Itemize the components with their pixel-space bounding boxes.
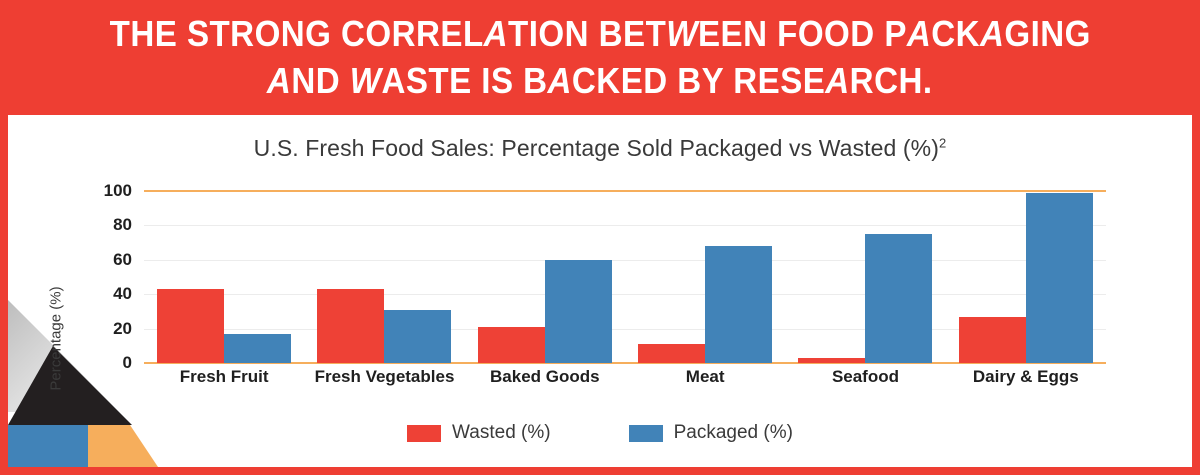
legend-label: Packaged (%) xyxy=(673,422,793,443)
bar[interactable] xyxy=(157,289,225,363)
chart-container: U.S. Fresh Food Sales: Percentage Sold P… xyxy=(8,115,1192,467)
legend-swatch xyxy=(407,424,442,442)
bar[interactable] xyxy=(477,326,545,363)
bar[interactable] xyxy=(384,309,452,363)
gridline-80 xyxy=(144,225,1106,227)
bar[interactable] xyxy=(705,246,773,363)
frame-border-right xyxy=(1192,112,1200,475)
bar-group xyxy=(465,191,625,363)
bar-group xyxy=(785,191,945,363)
y-axis-title: Percentage (%) xyxy=(47,286,65,391)
bar[interactable] xyxy=(638,344,706,363)
bar[interactable] xyxy=(317,289,385,363)
bar-group xyxy=(946,191,1106,363)
gridline-60 xyxy=(144,259,1106,261)
bar[interactable] xyxy=(865,234,933,363)
x-axis-label: Fresh Vegetables xyxy=(314,367,455,386)
legend-item[interactable]: Packaged (%) xyxy=(628,422,793,444)
x-axis-label: Baked Goods xyxy=(490,367,600,386)
gridline-20 xyxy=(144,328,1106,330)
bar-group xyxy=(625,191,785,363)
x-axis-label: Fresh Fruit xyxy=(179,367,269,386)
y-tick-label-40: 40 xyxy=(113,284,132,304)
y-tick-label-0: 0 xyxy=(122,353,132,372)
chart-legend: Wasted (%) Packaged (%) xyxy=(8,422,1192,444)
x-axis-label: Dairy & Eggs xyxy=(972,367,1079,386)
headline-banner: THE STRONG CORRELATION BETWEEN FOOD PACK… xyxy=(0,0,1200,115)
y-tick-label-60: 60 xyxy=(113,249,132,269)
bar-group xyxy=(144,191,304,363)
bars-layer xyxy=(144,191,1106,363)
legend-label: Wasted (%) xyxy=(452,422,551,443)
gridline-0 xyxy=(144,362,1106,364)
chart-title-text: U.S. Fresh Food Sales: Percentage Sold P… xyxy=(253,135,939,161)
gridline-100 xyxy=(144,190,1106,192)
y-tick-label-20: 20 xyxy=(113,318,132,338)
x-axis-label: Meat xyxy=(685,367,725,386)
frame-border-left xyxy=(0,112,8,475)
bar-group xyxy=(304,191,464,363)
y-tick-label-80: 80 xyxy=(113,215,132,235)
bar[interactable] xyxy=(798,357,866,363)
bar[interactable] xyxy=(958,316,1026,363)
y-axis-ticks: 100 80 60 40 20 0 xyxy=(88,181,132,372)
headline-line-1: THE STRONG CORRELATION BETWEEN FOOD PACK… xyxy=(109,13,1091,55)
bar[interactable] xyxy=(1025,192,1093,363)
plot-area xyxy=(144,190,1106,364)
headline-line-2: AND WASTE IS BACKED BY RESEARCH. xyxy=(267,59,933,101)
bar[interactable] xyxy=(544,259,612,363)
legend-item[interactable]: Wasted (%) xyxy=(407,422,551,444)
bar[interactable] xyxy=(224,333,292,363)
x-axis-label: Seafood xyxy=(831,367,899,386)
y-tick-label-100: 100 xyxy=(103,181,132,200)
gridline-40 xyxy=(144,294,1106,296)
frame-border-bottom xyxy=(0,467,1200,475)
x-axis-labels: Fresh Fruit Fresh Vegetables Baked Goods Me… xyxy=(144,367,1106,387)
chart-title: U.S. Fresh Food Sales: Percentage Sold P… xyxy=(8,135,1192,162)
chart-title-superscript: 2 xyxy=(939,135,947,151)
legend-swatch xyxy=(628,424,663,442)
